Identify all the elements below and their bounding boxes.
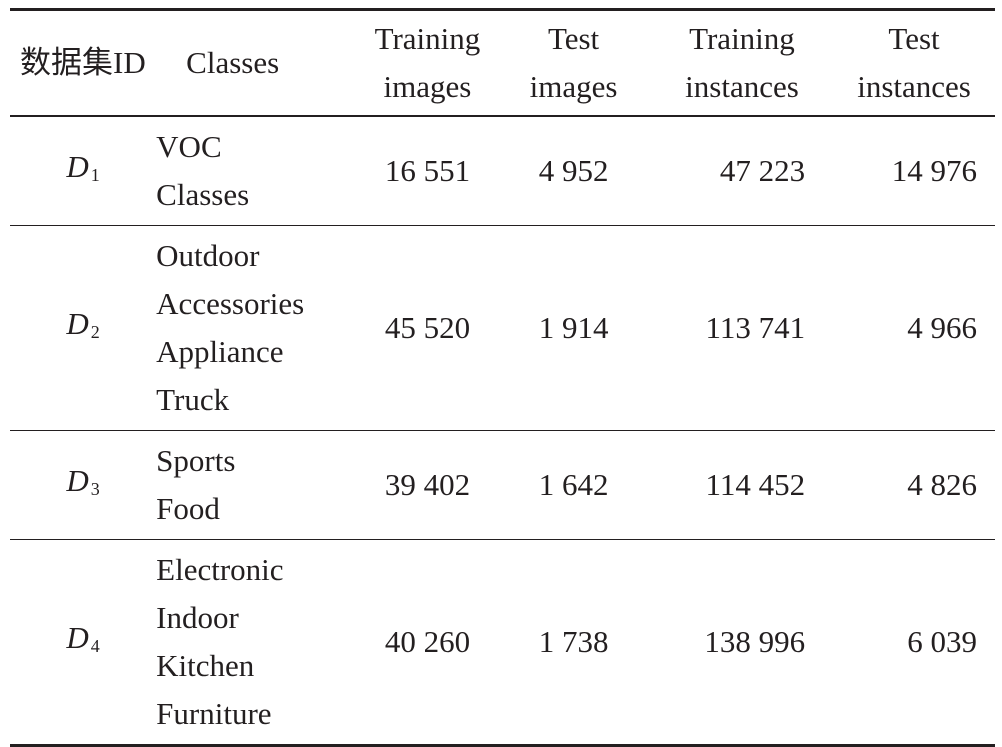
cell-value: 4 826 [907, 467, 977, 502]
dataset-index: 3 [90, 479, 100, 499]
cell-value: 114 452 [705, 467, 806, 502]
table-cell: 45 520 [359, 226, 497, 431]
class-name: Kitchen [156, 648, 255, 683]
table-row: D 2 Outdoor Accessories Appliance Truck 45 520… [10, 226, 995, 431]
table-cell: 39 402 [359, 431, 497, 540]
header-text: images [383, 69, 472, 104]
header-text: Test [547, 21, 600, 56]
cell-value: 6 039 [907, 624, 977, 659]
table-cell: 6 039 [833, 540, 995, 746]
cell-value: 47 223 [719, 153, 806, 188]
class-name: Indoor [156, 600, 239, 635]
table-cell: 113 741 [651, 226, 833, 431]
table-cell: 138 996 [651, 540, 833, 746]
header-text: instances [857, 69, 971, 104]
table-cell: Sports Food [156, 431, 358, 540]
cell-value: 45 520 [384, 310, 471, 345]
cell-value: 113 741 [705, 310, 806, 345]
header-cell: Classes [156, 10, 358, 117]
table-cell: 1 738 [496, 540, 651, 746]
table-cell: 4 826 [833, 431, 995, 540]
table-cell: 40 260 [359, 540, 497, 746]
table-cell: 4 952 [496, 116, 651, 226]
table-cell: 4 966 [833, 226, 995, 431]
table-header: 数据集ID Classes Training images Test images Trai… [10, 9, 995, 117]
table-cell: 114 452 [651, 431, 833, 540]
data-table: 数据集ID Classes Training images Test images Trai… [10, 8, 995, 747]
dataset-index: 2 [90, 322, 100, 342]
table-cell: Outdoor Accessories Appliance Truck [156, 226, 358, 431]
class-name: Truck [156, 382, 230, 417]
dataset-letter: D [66, 149, 89, 184]
dataset-index: 4 [90, 636, 100, 656]
class-name: Food [156, 491, 220, 526]
header-text: Training [374, 21, 481, 56]
header-cell: 数据集ID [10, 10, 156, 117]
cell-value: 4 966 [907, 310, 977, 345]
table-body: D 1 VOC Classes 16 551 4 952 47 223 14 976 D 2 Out… [10, 116, 995, 746]
cell-value: 1 738 [538, 624, 609, 659]
table-cell: 47 223 [651, 116, 833, 226]
cell-value: 1 914 [538, 310, 609, 345]
cell-value: 138 996 [704, 624, 806, 659]
dataset-index: 1 [90, 165, 100, 185]
class-name: Electronic [156, 552, 284, 587]
table-cell: 16 551 [359, 116, 497, 226]
class-name: Sports [156, 443, 236, 478]
table-row: D 1 VOC Classes 16 551 4 952 47 223 14 976 [10, 116, 995, 226]
cell-value: 1 642 [538, 467, 609, 502]
header-cell: Test images [496, 10, 651, 117]
class-name: Appliance [156, 334, 284, 369]
table-row: D 4 Electronic Indoor Kitchen Furniture 40 260… [10, 540, 995, 746]
table-cell: 1 914 [496, 226, 651, 431]
header-text: Test [888, 21, 940, 56]
header-cell: Training images [359, 10, 497, 117]
cell-value: 14 976 [891, 153, 977, 188]
class-name: Accessories [156, 286, 305, 321]
header-text: instances [685, 69, 799, 104]
header-text: 数据集ID [20, 45, 146, 80]
table-row: D 3 Sports Food 39 402 1 642 114 452 4 826 [10, 431, 995, 540]
class-name: Outdoor [156, 238, 260, 273]
dataset-letter: D [66, 620, 89, 655]
header-text: Classes [186, 45, 280, 80]
table-cell: Electronic Indoor Kitchen Furniture [156, 540, 358, 746]
class-name: Furniture [156, 696, 272, 731]
dataset-letter: D [66, 463, 89, 498]
header-row: 数据集ID Classes Training images Test images Trai… [10, 9, 995, 117]
class-name: Classes [156, 177, 250, 212]
class-name: VOC [156, 129, 222, 164]
header-cell: Training instances [651, 10, 833, 117]
cell-value: 4 952 [538, 153, 609, 188]
cell-value: 39 402 [384, 467, 471, 502]
header-text: images [529, 69, 618, 104]
header-cell: Test instances [833, 10, 995, 117]
table-cell: 1 642 [496, 431, 651, 540]
cell-value: 40 260 [384, 624, 471, 659]
table-cell: 14 976 [833, 116, 995, 226]
header-text: Training [689, 21, 795, 56]
dataset-letter: D [66, 306, 89, 341]
cell-value: 16 551 [384, 153, 471, 188]
table-cell: VOC Classes [156, 116, 358, 226]
